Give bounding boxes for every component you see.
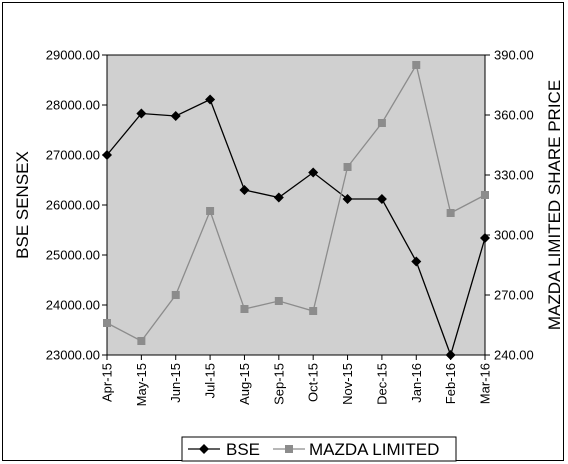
mazda-point (377, 119, 386, 127)
left-tick-label: 28000.00 (46, 98, 100, 113)
left-tick-label: 29000.00 (46, 48, 100, 63)
bse-point (342, 194, 353, 204)
mazda-point (309, 307, 318, 315)
right-tick-label: 300.00 (494, 228, 534, 243)
mazda-point (412, 61, 421, 69)
right-tick-label: 240.00 (494, 348, 534, 363)
mazda-point (446, 209, 455, 217)
bse-point (445, 350, 456, 360)
bse-point (480, 233, 490, 243)
x-tick-label: Sep-15 (271, 363, 286, 405)
bse-point (136, 108, 147, 119)
mazda-point (240, 305, 249, 313)
left-tick-label: 26000.00 (46, 198, 100, 213)
right-tick-label: 270.00 (494, 288, 534, 303)
mazda-point (137, 337, 146, 345)
mazda-point (274, 297, 283, 305)
mazda-point (343, 163, 352, 171)
x-tick-label: Dec-15 (374, 363, 389, 405)
legend-mazda-marker (285, 445, 293, 453)
legend-bse-marker (199, 444, 209, 454)
right-tick-label: 360.00 (494, 108, 534, 123)
mazda-point (103, 319, 111, 327)
legend-bse-label: BSE (226, 440, 260, 459)
x-tick-label: Jul-15 (203, 363, 218, 398)
right-axis-title: MAZDA LIMITED SHARE PRICE (545, 80, 564, 330)
series-line-0 (106, 98, 486, 358)
left-tick-label: 24000.00 (46, 298, 100, 313)
legend-box (181, 436, 457, 462)
left-axis: 23000.00 24000.00 25000.00 26000.00 27000.00… (46, 48, 107, 363)
x-tick-label: Apr-15 (100, 363, 115, 402)
x-tick-label: Mar-16 (478, 363, 493, 404)
bse-point (239, 185, 250, 195)
legend-mazda-label: MAZDA LIMITED (309, 440, 439, 459)
x-tick-label: Aug-15 (237, 363, 252, 405)
x-tick-label: Nov-15 (340, 363, 355, 405)
right-tick-label: 390.00 (494, 48, 534, 63)
plot-area (106, 54, 486, 356)
bse-point (376, 194, 387, 204)
left-tick-label: 25000.00 (46, 248, 100, 263)
left-tick-label: 27000.00 (46, 148, 100, 163)
bse-point (273, 192, 284, 203)
x-axis: Apr-15 May-15 Jun-15 Jul-15 Aug-15 Sep-15 Oct-… (100, 355, 493, 406)
legend: BSE MAZDA LIMITED (181, 436, 457, 462)
bse-point (170, 111, 181, 121)
x-tick-label: Jan-16 (409, 363, 424, 403)
bse-point (411, 256, 422, 267)
series-layer (102, 61, 490, 360)
bse-point (308, 167, 319, 178)
mazda-point (171, 291, 180, 299)
bse-point (102, 150, 112, 160)
x-tick-label: May-15 (134, 363, 149, 406)
bse-point (205, 94, 216, 105)
right-tick-label: 330.00 (494, 168, 534, 183)
x-tick-label: Feb-16 (443, 363, 458, 404)
left-axis-title: BSE SENSEX (13, 151, 32, 259)
left-tick-label: 23000.00 (46, 348, 100, 363)
series-line-1 (106, 63, 486, 342)
x-tick-label: Oct-15 (306, 363, 321, 402)
mazda-point (481, 191, 489, 199)
x-tick-label: Jun-15 (168, 363, 183, 403)
mazda-point (206, 207, 215, 215)
right-axis: 240.00 270.00 300.00 330.00 360.00 390.00 (485, 48, 534, 363)
